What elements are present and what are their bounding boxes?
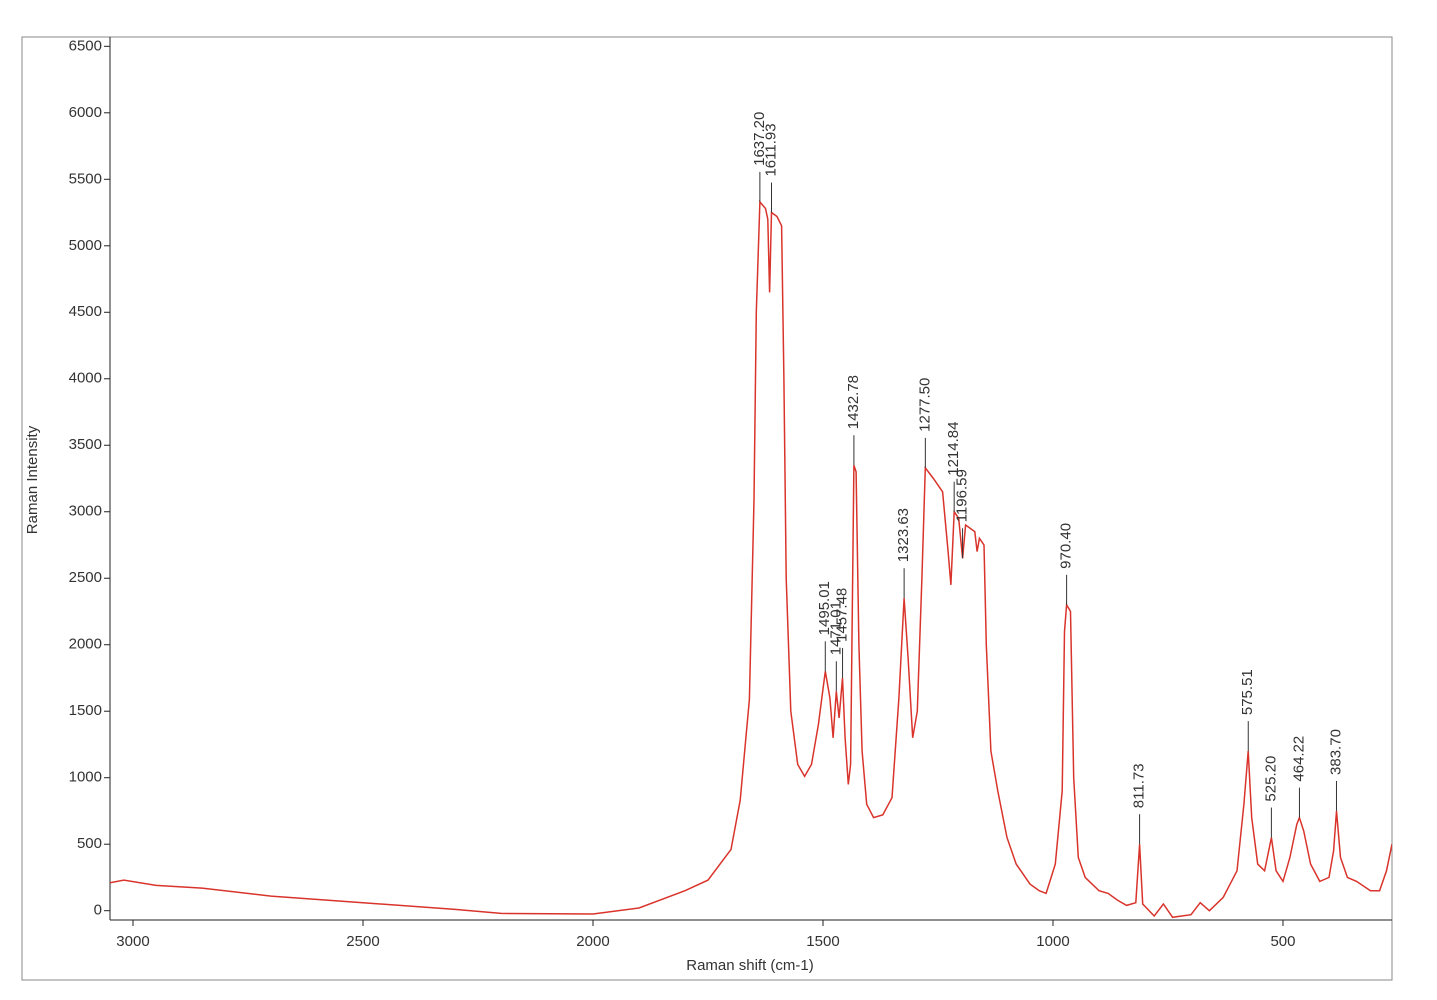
y-tick-label: 2500 (69, 569, 102, 586)
x-tick-label: 1500 (806, 933, 839, 950)
peak-label: 1495.01 (816, 581, 833, 635)
peak-label: 1457.48 (834, 588, 851, 642)
peak-label: 1637.20 (751, 112, 768, 166)
peak-label: 1471.01 (827, 601, 844, 655)
peak-label: 575.51 (1239, 669, 1256, 715)
y-tick-label: 2000 (69, 636, 102, 653)
y-tick-label: 3500 (69, 436, 102, 453)
peak-label: 1277.50 (916, 378, 933, 432)
peak-label: 811.73 (1131, 763, 1148, 808)
x-tick-label: 500 (1270, 933, 1295, 950)
y-tick-label: 1500 (69, 702, 102, 719)
peak-label: 1611.93 (762, 123, 779, 176)
y-tick-label: 500 (77, 835, 102, 852)
y-tick-label: 5000 (69, 237, 102, 254)
peak-label: 1196.59 (954, 469, 971, 522)
y-tick-label: 4000 (69, 370, 102, 387)
y-tick-label: 4500 (69, 303, 102, 320)
x-tick-label: 2500 (346, 933, 379, 950)
peak-label: 383.70 (1327, 729, 1344, 775)
peak-label: 464.22 (1290, 736, 1307, 782)
peak-label: 1432.78 (845, 375, 862, 429)
y-tick-label: 6000 (69, 104, 102, 121)
y-tick-label: 6500 (69, 37, 102, 54)
x-axis-title: Raman shift (cm-1) (686, 957, 814, 974)
y-tick-label: 3000 (69, 503, 102, 520)
x-tick-label: 1000 (1036, 933, 1069, 950)
frame (21, 36, 1393, 981)
peak-label: 970.40 (1058, 523, 1075, 569)
peak-label: 525.20 (1262, 756, 1279, 802)
y-tick-label: 0 (94, 902, 102, 919)
y-tick-label: 5500 (69, 170, 102, 187)
peak-label: 1214.84 (945, 422, 962, 476)
peak-label: 1323.63 (895, 508, 912, 562)
spectrum-line (110, 199, 1392, 919)
y-axis-title: Raman Intensity (24, 425, 41, 534)
y-tick-label: 1000 (69, 769, 102, 786)
x-tick-label: 2000 (576, 933, 609, 950)
x-tick-label: 3000 (116, 933, 149, 950)
